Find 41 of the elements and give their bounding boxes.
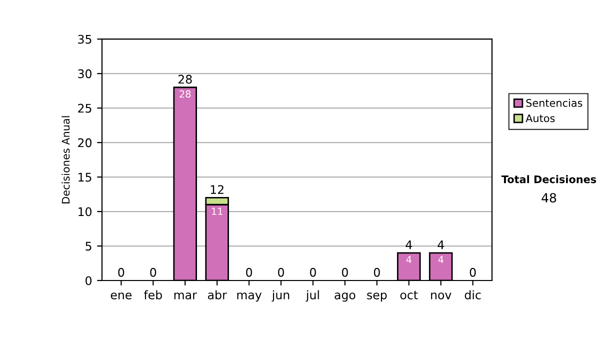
- y-tick-label: 15: [78, 172, 92, 182]
- total-label: 0: [374, 268, 380, 277]
- data-label: 4: [438, 256, 444, 264]
- legend-label: Autos: [526, 114, 555, 122]
- x-tick-label: ene: [110, 292, 132, 300]
- total-label: 0: [150, 268, 156, 277]
- x-tick-label: may: [237, 292, 262, 302]
- total-label: 0: [342, 268, 348, 277]
- text: 48: [542, 193, 556, 203]
- total-label: 0: [470, 268, 476, 277]
- x-tick-label: jul: [306, 290, 319, 302]
- total-label: 12: [210, 185, 224, 194]
- total-label: 0: [246, 268, 252, 277]
- x-tick-label: nov: [431, 292, 452, 300]
- legend-label: Sentencias: [526, 98, 582, 107]
- y-tick-label: 30: [78, 69, 92, 78]
- text: Total Decisiones: [501, 175, 596, 184]
- data-label: 11: [212, 208, 222, 215]
- y-tick-label: 0: [86, 276, 92, 286]
- total-label: 0: [278, 268, 284, 277]
- total-label: 0: [118, 268, 124, 277]
- x-tick-label: jun: [272, 290, 290, 302]
- total-label: 28: [178, 74, 192, 84]
- x-tick-label: feb: [144, 290, 162, 300]
- y-axis-title: Decisiones Anual: [62, 116, 70, 204]
- y-tick-label: 20: [78, 138, 92, 148]
- x-tick-label: abr: [208, 290, 227, 300]
- total-label: 4: [438, 240, 444, 250]
- y-tick-label: 35: [78, 34, 92, 44]
- y-tick-label: 10: [78, 207, 92, 216]
- x-tick-label: sep: [367, 292, 387, 302]
- total-label: 4: [406, 240, 412, 250]
- x-tick-label: dic: [464, 290, 481, 300]
- total-label: 0: [310, 268, 316, 277]
- data-label: 28: [180, 90, 191, 98]
- y-tick-label: 25: [78, 104, 92, 113]
- x-tick-label: mar: [174, 292, 197, 300]
- x-tick-label: ago: [334, 292, 356, 302]
- data-label: 4: [406, 256, 412, 264]
- y-tick-label: 5: [86, 242, 92, 251]
- x-tick-label: oct: [400, 290, 418, 300]
